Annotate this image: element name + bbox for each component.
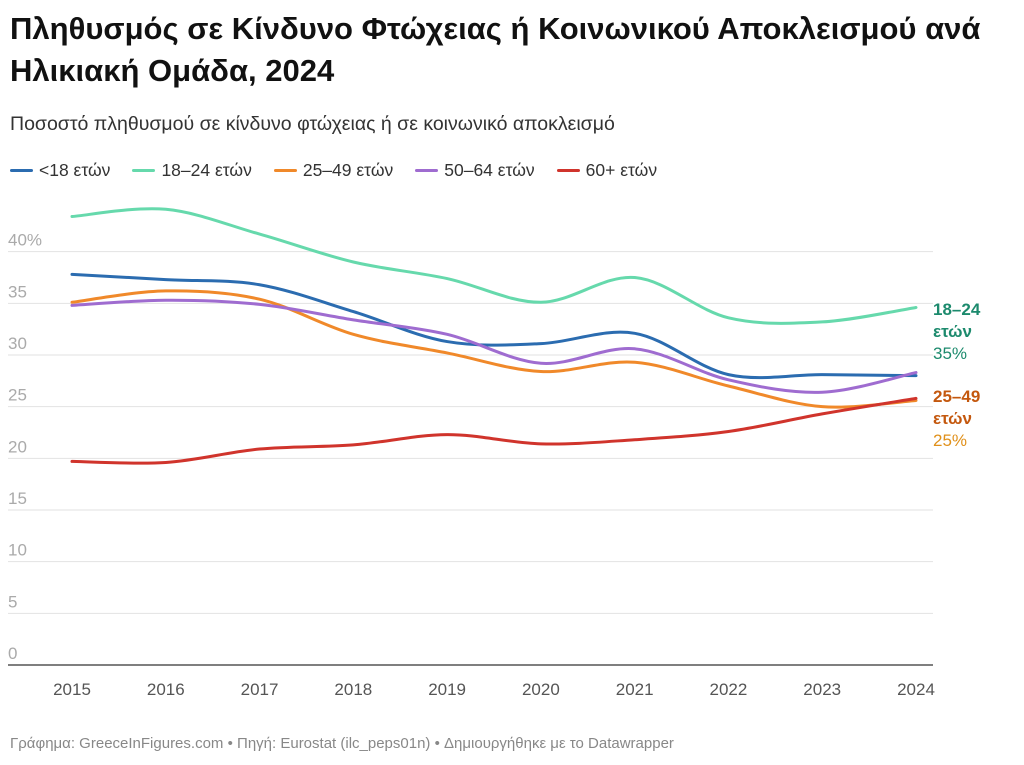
x-tick-label: 2018 [334, 680, 372, 699]
y-tick-label: 25 [8, 386, 27, 405]
legend-swatch [415, 169, 439, 172]
y-tick-label: 30 [8, 334, 27, 353]
end-label-25-49: 25–49 ετών 25% [933, 386, 980, 452]
series-lines [70, 207, 918, 465]
y-tick-label: 0 [8, 644, 17, 663]
series-line-1 [70, 207, 918, 325]
end-label-value: 35% [933, 344, 968, 364]
x-tick-label: 2015 [53, 680, 91, 699]
end-label-value: 25% [933, 431, 968, 451]
chart-title: Πληθυσμός σε Κίνδυνο Φτώχειας ή Κοινωνικ… [10, 11, 981, 88]
x-tick-label: 2020 [522, 680, 560, 699]
x-tick-label: 2023 [803, 680, 841, 699]
y-tick-label: 15 [8, 489, 27, 508]
legend-swatch [10, 169, 33, 172]
series-line-3 [70, 298, 918, 394]
series-line-0 [70, 272, 918, 380]
y-tick-label: 5 [8, 592, 17, 611]
legend-label: 18–24 ετών [161, 160, 252, 180]
y-tick-label: 10 [8, 541, 27, 560]
legend: <18 ετών 18–24 ετών 25–49 ετών 50–64 ετώ… [10, 160, 657, 181]
y-tick-label: 20 [8, 437, 27, 456]
legend-item-under-18: <18 ετών [10, 160, 110, 181]
legend-label: 25–49 ετών [302, 160, 394, 180]
legend-label: 60+ ετών [585, 160, 658, 180]
x-tick-label: 2017 [241, 680, 279, 699]
legend-label: <18 ετών [39, 160, 111, 180]
legend-item-18-24: 18–24 ετών [132, 160, 252, 181]
legend-item-50-64: 50–64 ετών [415, 160, 535, 181]
legend-label: 50–64 ετών [444, 160, 535, 180]
series-line-4 [70, 396, 918, 465]
x-tick-label: 2016 [147, 680, 185, 699]
series-line-2 [70, 289, 918, 409]
legend-swatch [556, 169, 580, 172]
x-tick-label: 2019 [428, 680, 466, 699]
x-tick-label: 2021 [616, 680, 654, 699]
legend-swatch [132, 169, 156, 172]
end-label-name: 18–24 [933, 300, 981, 320]
x-tick-label: 2024 [897, 680, 935, 699]
x-axis: 2015 2016 2017 2018 2019 2020 2021 2022 2023 2024 [53, 680, 935, 699]
end-label-name: ετών [933, 322, 972, 342]
y-tick-label: 35 [8, 282, 27, 301]
y-tick-label: 40% [8, 231, 42, 250]
chart-subtitle: Ποσοστό πληθυσμού σε κίνδυνο φτώχειας ή … [10, 113, 615, 135]
legend-item-60-plus: 60+ ετών [556, 160, 658, 181]
footer-credits: Γράφημα: GreeceInFigures.com • Πηγή: Eur… [10, 735, 674, 752]
end-label-18-24: 18–24 ετών 35% [933, 299, 980, 365]
legend-item-25-49: 25–49 ετών [273, 160, 394, 181]
end-label-name: ετών [933, 409, 972, 429]
end-label-name: 25–49 [933, 387, 981, 407]
x-tick-label: 2022 [710, 680, 748, 699]
gridlines: 0 5 10 15 20 25 30 35 40% [8, 231, 933, 666]
legend-swatch [273, 169, 297, 172]
